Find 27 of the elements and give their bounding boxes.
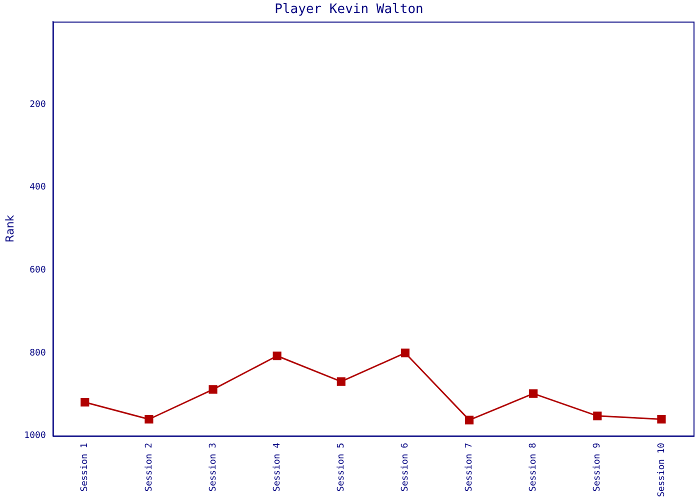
point bbox=[272, 352, 282, 360]
x-tick-label: Session 10 bbox=[656, 442, 667, 498]
y-tick-label: 1000 bbox=[24, 431, 46, 442]
x-tick-label: Session 6 bbox=[400, 442, 411, 492]
x-tick-label: Session 5 bbox=[336, 442, 346, 492]
point bbox=[657, 414, 666, 424]
point bbox=[529, 389, 538, 398]
y-tick-label: 800 bbox=[30, 348, 46, 358]
x-tick-label: Session 7 bbox=[464, 442, 475, 492]
x-tick-label: Session 9 bbox=[592, 442, 603, 492]
point bbox=[80, 398, 90, 407]
y-tick-label: 600 bbox=[30, 265, 46, 276]
point bbox=[208, 385, 218, 394]
point bbox=[400, 348, 410, 358]
x-tick-label: Session 4 bbox=[272, 442, 282, 492]
x-tick-label: Session 1 bbox=[80, 442, 90, 492]
point bbox=[336, 377, 346, 386]
point bbox=[144, 414, 154, 424]
point bbox=[593, 412, 602, 420]
y-tick-label: 400 bbox=[30, 182, 46, 193]
y-tick-label: 200 bbox=[30, 100, 46, 110]
y-axis-title: Rank bbox=[3, 214, 16, 242]
x-tick-label: Session 3 bbox=[208, 442, 218, 492]
point bbox=[464, 416, 474, 424]
x-tick-label: Session 2 bbox=[144, 442, 154, 492]
chart-title: Player Kevin Walton bbox=[274, 2, 424, 18]
x-tick-label: Session 8 bbox=[528, 442, 539, 492]
